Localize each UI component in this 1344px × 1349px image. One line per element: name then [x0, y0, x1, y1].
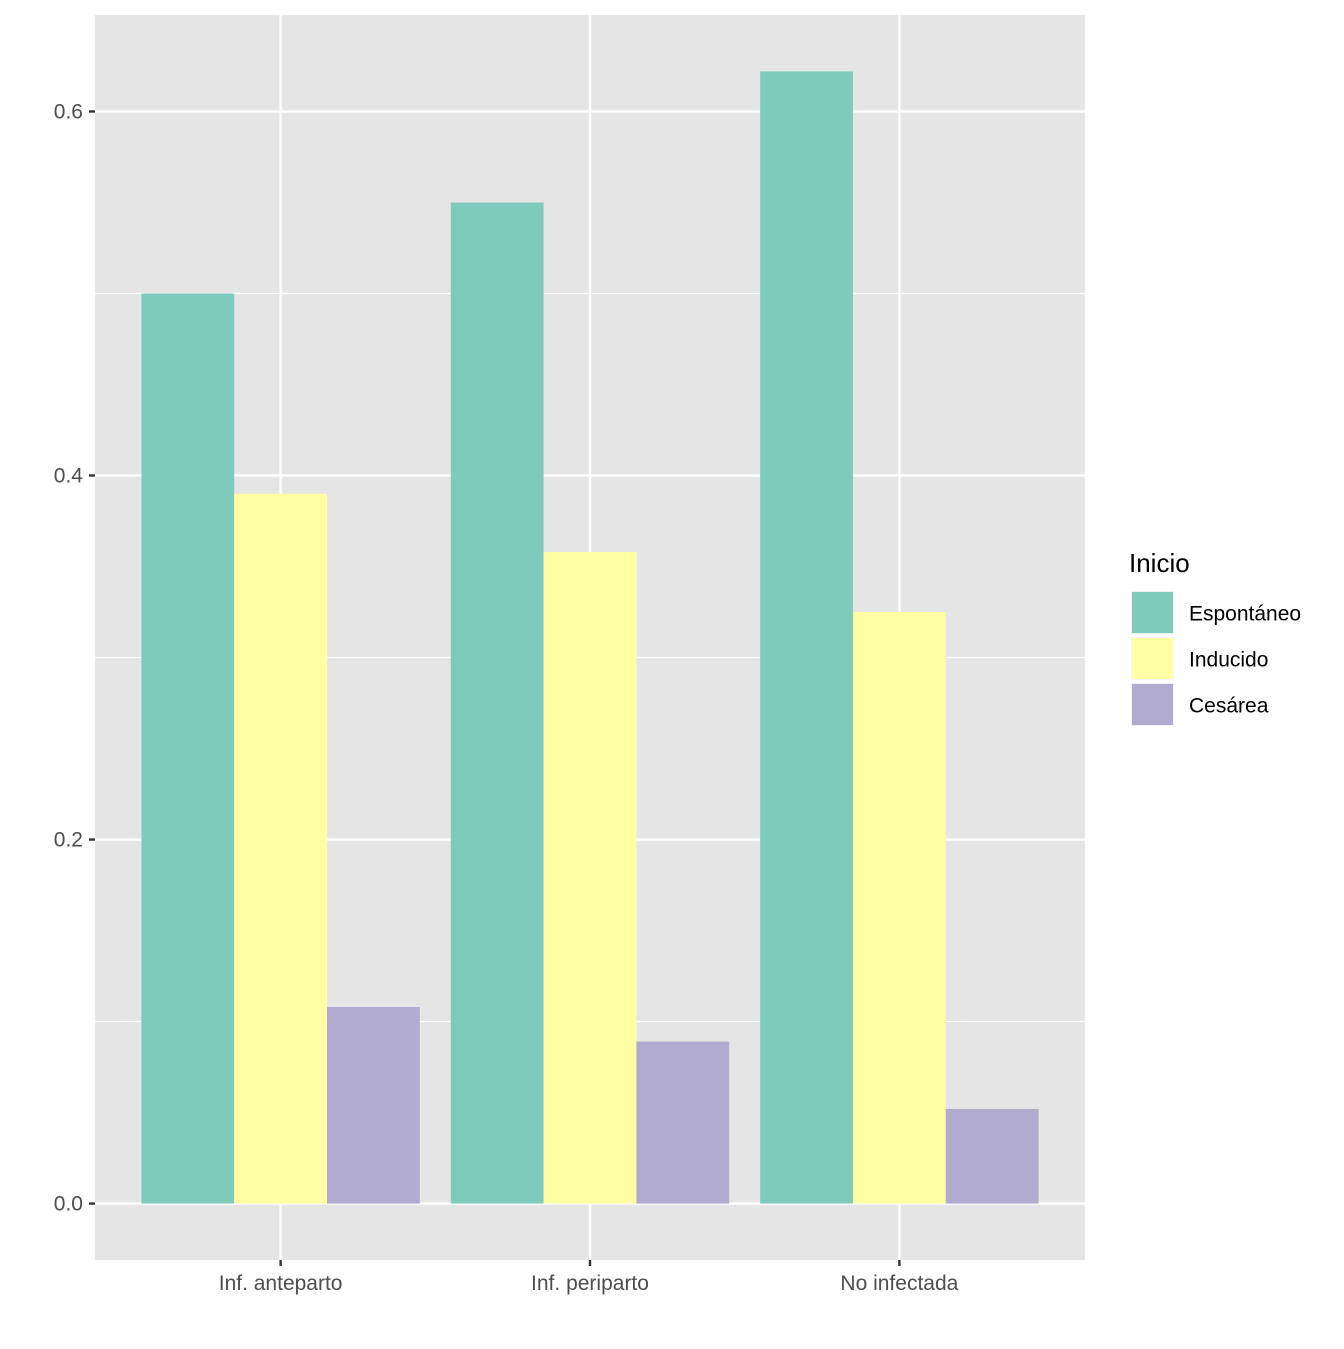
bar — [945, 1108, 1039, 1204]
bar — [636, 1041, 730, 1204]
y-tick-label: 0.4 — [54, 465, 84, 488]
bar — [234, 493, 328, 1204]
legend: Inicio Espontáneo Inducido Cesárea — [1129, 548, 1301, 726]
legend-label: Inducido — [1189, 649, 1268, 672]
bar — [450, 202, 544, 1204]
x-axis: Inf. anteparto Inf. periparto No infectada — [219, 1260, 959, 1295]
bars-layer — [141, 71, 1039, 1204]
bar — [760, 71, 853, 1204]
legend-key — [1132, 638, 1173, 679]
x-tick-label: Inf. anteparto — [219, 1272, 343, 1295]
bar — [327, 1006, 420, 1204]
bar — [141, 293, 235, 1204]
bar — [543, 551, 637, 1204]
y-axis: 0.0 0.2 0.4 0.6 — [54, 100, 95, 1216]
x-tick-label: No infectada — [840, 1272, 958, 1295]
legend-key — [1132, 592, 1173, 633]
y-tick-label: 0.6 — [54, 100, 83, 123]
bar — [852, 612, 946, 1204]
x-tick-label: Inf. periparto — [531, 1272, 649, 1295]
legend-label: Cesárea — [1189, 695, 1269, 718]
legend-label: Espontáneo — [1189, 603, 1301, 626]
y-tick-label: 0.0 — [54, 1193, 83, 1216]
y-tick-label: 0.2 — [54, 829, 83, 852]
legend-key — [1132, 684, 1173, 725]
legend-title: Inicio — [1129, 548, 1190, 578]
